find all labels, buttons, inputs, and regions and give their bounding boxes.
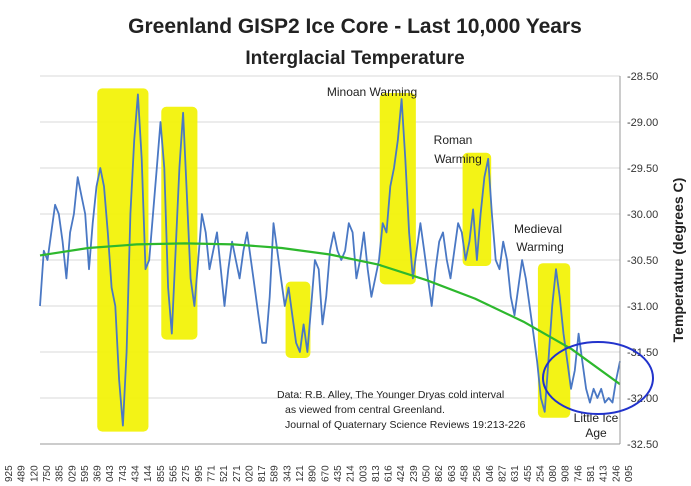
y-tick-label: -31.00 (627, 301, 658, 313)
annotation-lia-line2: Age (585, 426, 607, 440)
x-tick-labels: 925 489 120 750 385 029 595 369 043 743 434 144 855 5… (4, 465, 635, 482)
x-tick-label: 455 (523, 465, 534, 482)
x-tick-label: 813 (371, 465, 382, 482)
overlay-layer (542, 341, 654, 415)
x-tick-label: 434 (131, 465, 142, 482)
annotation-roman-line1: Roman (434, 133, 473, 147)
y-tick-label: -31.50 (627, 347, 658, 359)
x-tick-label: 029 (67, 465, 78, 482)
annotation-minoan: Minoan Warming (327, 85, 417, 99)
x-tick-label: 631 (510, 465, 521, 482)
x-tick-label: 050 (422, 465, 433, 482)
x-tick-label: 817 (257, 465, 268, 482)
source-line-2: as viewed from central Greenland. (285, 404, 445, 416)
annotation-medieval-line2: Warming (516, 240, 564, 254)
x-tick-label: 908 (561, 465, 572, 482)
y-tick-label: -28.50 (627, 71, 658, 83)
x-tick-label: 120 (29, 465, 40, 482)
y-tick-label: -30.50 (627, 255, 658, 267)
x-tick-label: 435 (333, 465, 344, 482)
x-tick-label: 670 (320, 465, 331, 482)
y-tick-label: -29.50 (627, 163, 658, 175)
x-tick-label: 254 (535, 465, 546, 482)
x-tick-label: 589 (270, 465, 281, 482)
x-tick-label: 121 (295, 465, 306, 482)
x-tick-label: 489 (17, 465, 28, 482)
x-tick-label: 271 (232, 465, 243, 482)
x-tick-label: 144 (143, 465, 154, 482)
x-tick-label: 275 (181, 465, 192, 482)
x-tick-label: 080 (548, 465, 559, 482)
x-tick-label: 246 (611, 465, 622, 482)
x-tick-label: 521 (219, 465, 230, 482)
axes (40, 76, 621, 445)
x-tick-label: 046 (485, 465, 496, 482)
y-tick-labels: -28.50 -29.00 -29.50 -30.00 -30.50 -31.00 -31.… (627, 71, 658, 451)
x-tick-label: 043 (105, 465, 116, 482)
x-tick-label: 003 (358, 465, 369, 482)
x-tick-label: 750 (42, 465, 53, 482)
highlight-band-1 (97, 88, 149, 432)
x-tick-label: 565 (168, 465, 179, 482)
series-temperature-line (39, 93, 621, 427)
x-tick-label: 343 (282, 465, 293, 482)
x-tick-label: 413 (599, 465, 610, 482)
y-axis-label: Temperature (degrees C) (670, 178, 686, 343)
x-tick-label: 616 (384, 465, 395, 482)
highlight-bands (97, 88, 571, 432)
x-tick-label: 095 (624, 465, 635, 482)
x-tick-label: 369 (93, 465, 104, 482)
x-tick-label: 771 (206, 465, 217, 482)
x-tick-label: 239 (409, 465, 420, 482)
highlight-band-4 (379, 93, 416, 285)
highlight-band-2 (161, 106, 198, 340)
little-ice-age-circle (542, 341, 654, 415)
x-tick-label: 458 (460, 465, 471, 482)
x-tick-label: 827 (497, 465, 508, 482)
annotation-medieval-line1: Medieval (514, 222, 562, 236)
x-tick-label: 663 (447, 465, 458, 482)
x-tick-label: 743 (118, 465, 129, 482)
x-tick-label: 424 (396, 465, 407, 482)
y-tick-label: -29.00 (627, 117, 658, 129)
source-line-3: Journal of Quaternary Science Reviews 19… (285, 419, 526, 431)
x-tick-label: 855 (156, 465, 167, 482)
annotation-roman-line2: Warming (434, 152, 482, 166)
x-tick-label: 862 (434, 465, 445, 482)
x-tick-label: 995 (194, 465, 205, 482)
chart-title: Greenland GISP2 Ice Core - Last 10,000 Y… (128, 15, 582, 38)
x-tick-label: 214 (346, 465, 357, 482)
x-tick-label: 746 (573, 465, 584, 482)
chart-subtitle: Interglacial Temperature (245, 48, 464, 69)
x-tick-label: 256 (472, 465, 483, 482)
highlight-band-6 (537, 263, 571, 418)
x-tick-label: 020 (244, 465, 255, 482)
series-trend-line (39, 242, 621, 386)
x-tick-label: 890 (308, 465, 319, 482)
y-tick-label: -32.50 (627, 439, 658, 451)
x-tick-label: 385 (55, 465, 66, 482)
series-layer (39, 93, 621, 427)
x-tick-label: 581 (586, 465, 597, 482)
x-tick-label: 925 (4, 465, 15, 482)
y-tick-label: -30.00 (627, 209, 658, 221)
x-tick-label: 595 (80, 465, 91, 482)
source-line-1: Data: R.B. Alley, The Younger Dryas cold… (277, 389, 504, 401)
highlight-band-3 (285, 281, 311, 358)
